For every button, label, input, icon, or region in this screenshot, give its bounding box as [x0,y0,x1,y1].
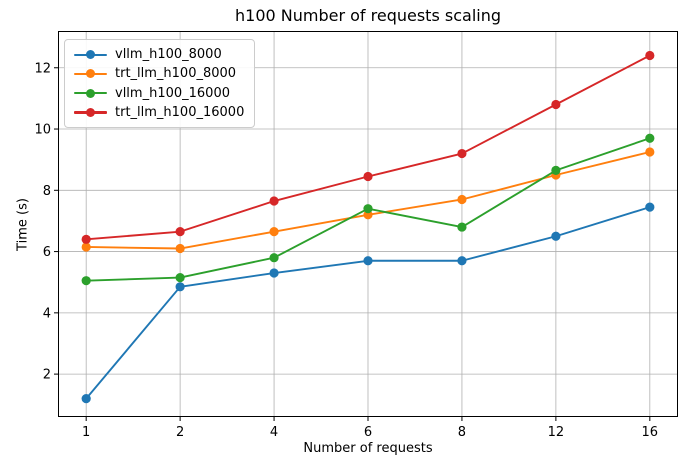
data-point [645,202,655,212]
x-tick-label: 12 [548,425,565,440]
x-tick-label: 8 [458,425,466,440]
legend-marker-line-icon [74,48,107,62]
legend-label: trt_llm_h100_16000 [115,104,245,120]
x-tick-label: 16 [642,425,659,440]
legend-item: vllm_h100_8000 [74,45,244,64]
data-point [269,253,279,263]
legend-marker-line-icon [74,105,107,119]
x-tick-label: 4 [270,425,278,440]
legend-item: trt_llm_h100_16000 [74,103,244,122]
data-point [363,204,373,214]
data-point [81,276,91,286]
data-point [645,133,655,143]
y-tick-label: 12 [34,61,51,76]
data-point [363,171,373,182]
x-tick-label: 2 [176,425,184,440]
data-point [175,273,185,283]
data-point [81,394,91,404]
data-point [457,194,467,205]
data-point [269,268,279,278]
legend: vllm_h100_8000 trt_llm_h100_8000 vllm_h1… [64,39,256,128]
data-point [175,282,185,292]
data-point [269,196,279,206]
legend-marker-line-icon [74,67,107,81]
data-point [269,227,279,237]
y-tick-label: 8 [43,184,51,199]
y-tick-label: 4 [43,306,51,321]
legend-label: trt_llm_h100_8000 [115,66,237,82]
data-point [551,99,561,110]
data-point [175,227,185,237]
y-tick-label: 2 [43,368,51,383]
y-tick-label: 10 [34,123,51,138]
data-point [81,242,91,252]
data-point [175,243,185,254]
legend-item: vllm_h100_16000 [74,84,244,103]
data-point [645,50,655,61]
data-point [457,148,467,159]
data-point [363,256,373,266]
y-tick-label: 6 [43,245,51,260]
data-point [551,165,561,175]
legend-label: vllm_h100_8000 [115,47,222,63]
legend-item: trt_llm_h100_8000 [74,64,244,83]
data-point [551,231,561,241]
legend-marker-line-icon [74,86,107,100]
data-point [81,234,91,244]
data-point [457,222,467,232]
x-tick-label: 6 [364,425,372,440]
chart-title: h100 Number of requests scaling [235,6,501,25]
legend-label: vllm_h100_16000 [115,85,230,101]
x-tick-label: 1 [82,425,90,440]
data-point [645,147,655,157]
x-axis-label: Number of requests [303,441,433,456]
y-axis-label: Time (s) [15,198,31,251]
data-point [457,256,467,266]
